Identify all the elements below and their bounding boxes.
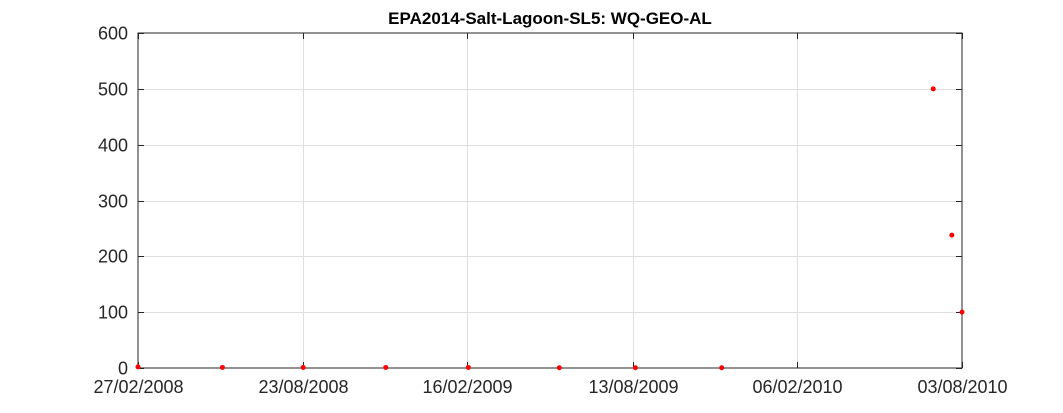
data-point — [949, 232, 955, 238]
axis-ticks — [138, 33, 963, 369]
data-point — [135, 364, 141, 370]
x-tick-label: 23/08/2008 — [258, 377, 348, 397]
grid-lines — [138, 33, 962, 368]
y-tick-label: 100 — [98, 303, 128, 323]
data-point — [959, 309, 965, 315]
x-tick-label: 16/02/2009 — [422, 377, 512, 397]
x-tick-label: 27/02/2008 — [93, 377, 183, 397]
y-tick-label: 200 — [98, 247, 128, 267]
y-tick-label: 600 — [98, 24, 128, 44]
data-point — [465, 364, 471, 370]
y-tick-label: 300 — [98, 192, 128, 212]
data-point — [930, 86, 936, 92]
data-point — [383, 364, 389, 370]
chart-title: EPA2014-Salt-Lagoon-SL5: WQ-GEO-AL — [388, 9, 712, 28]
data-point — [556, 365, 562, 371]
y-tick-label: 500 — [98, 80, 128, 100]
plot-area-frame — [137, 32, 963, 369]
tick-labels: 27/02/2008 23/08/2008 16/02/2009 13/08/2009… — [93, 24, 1007, 398]
data-point — [632, 365, 638, 371]
data-point — [219, 364, 225, 370]
x-tick-label: 13/08/2009 — [588, 377, 678, 397]
data-points — [135, 86, 965, 371]
data-point — [300, 364, 306, 370]
x-tick-label: 06/02/2010 — [752, 377, 842, 397]
data-point — [719, 365, 725, 371]
y-tick-label: 400 — [98, 136, 128, 156]
x-tick-label: 03/08/2010 — [917, 377, 1007, 397]
y-tick-label: 0 — [118, 359, 128, 379]
